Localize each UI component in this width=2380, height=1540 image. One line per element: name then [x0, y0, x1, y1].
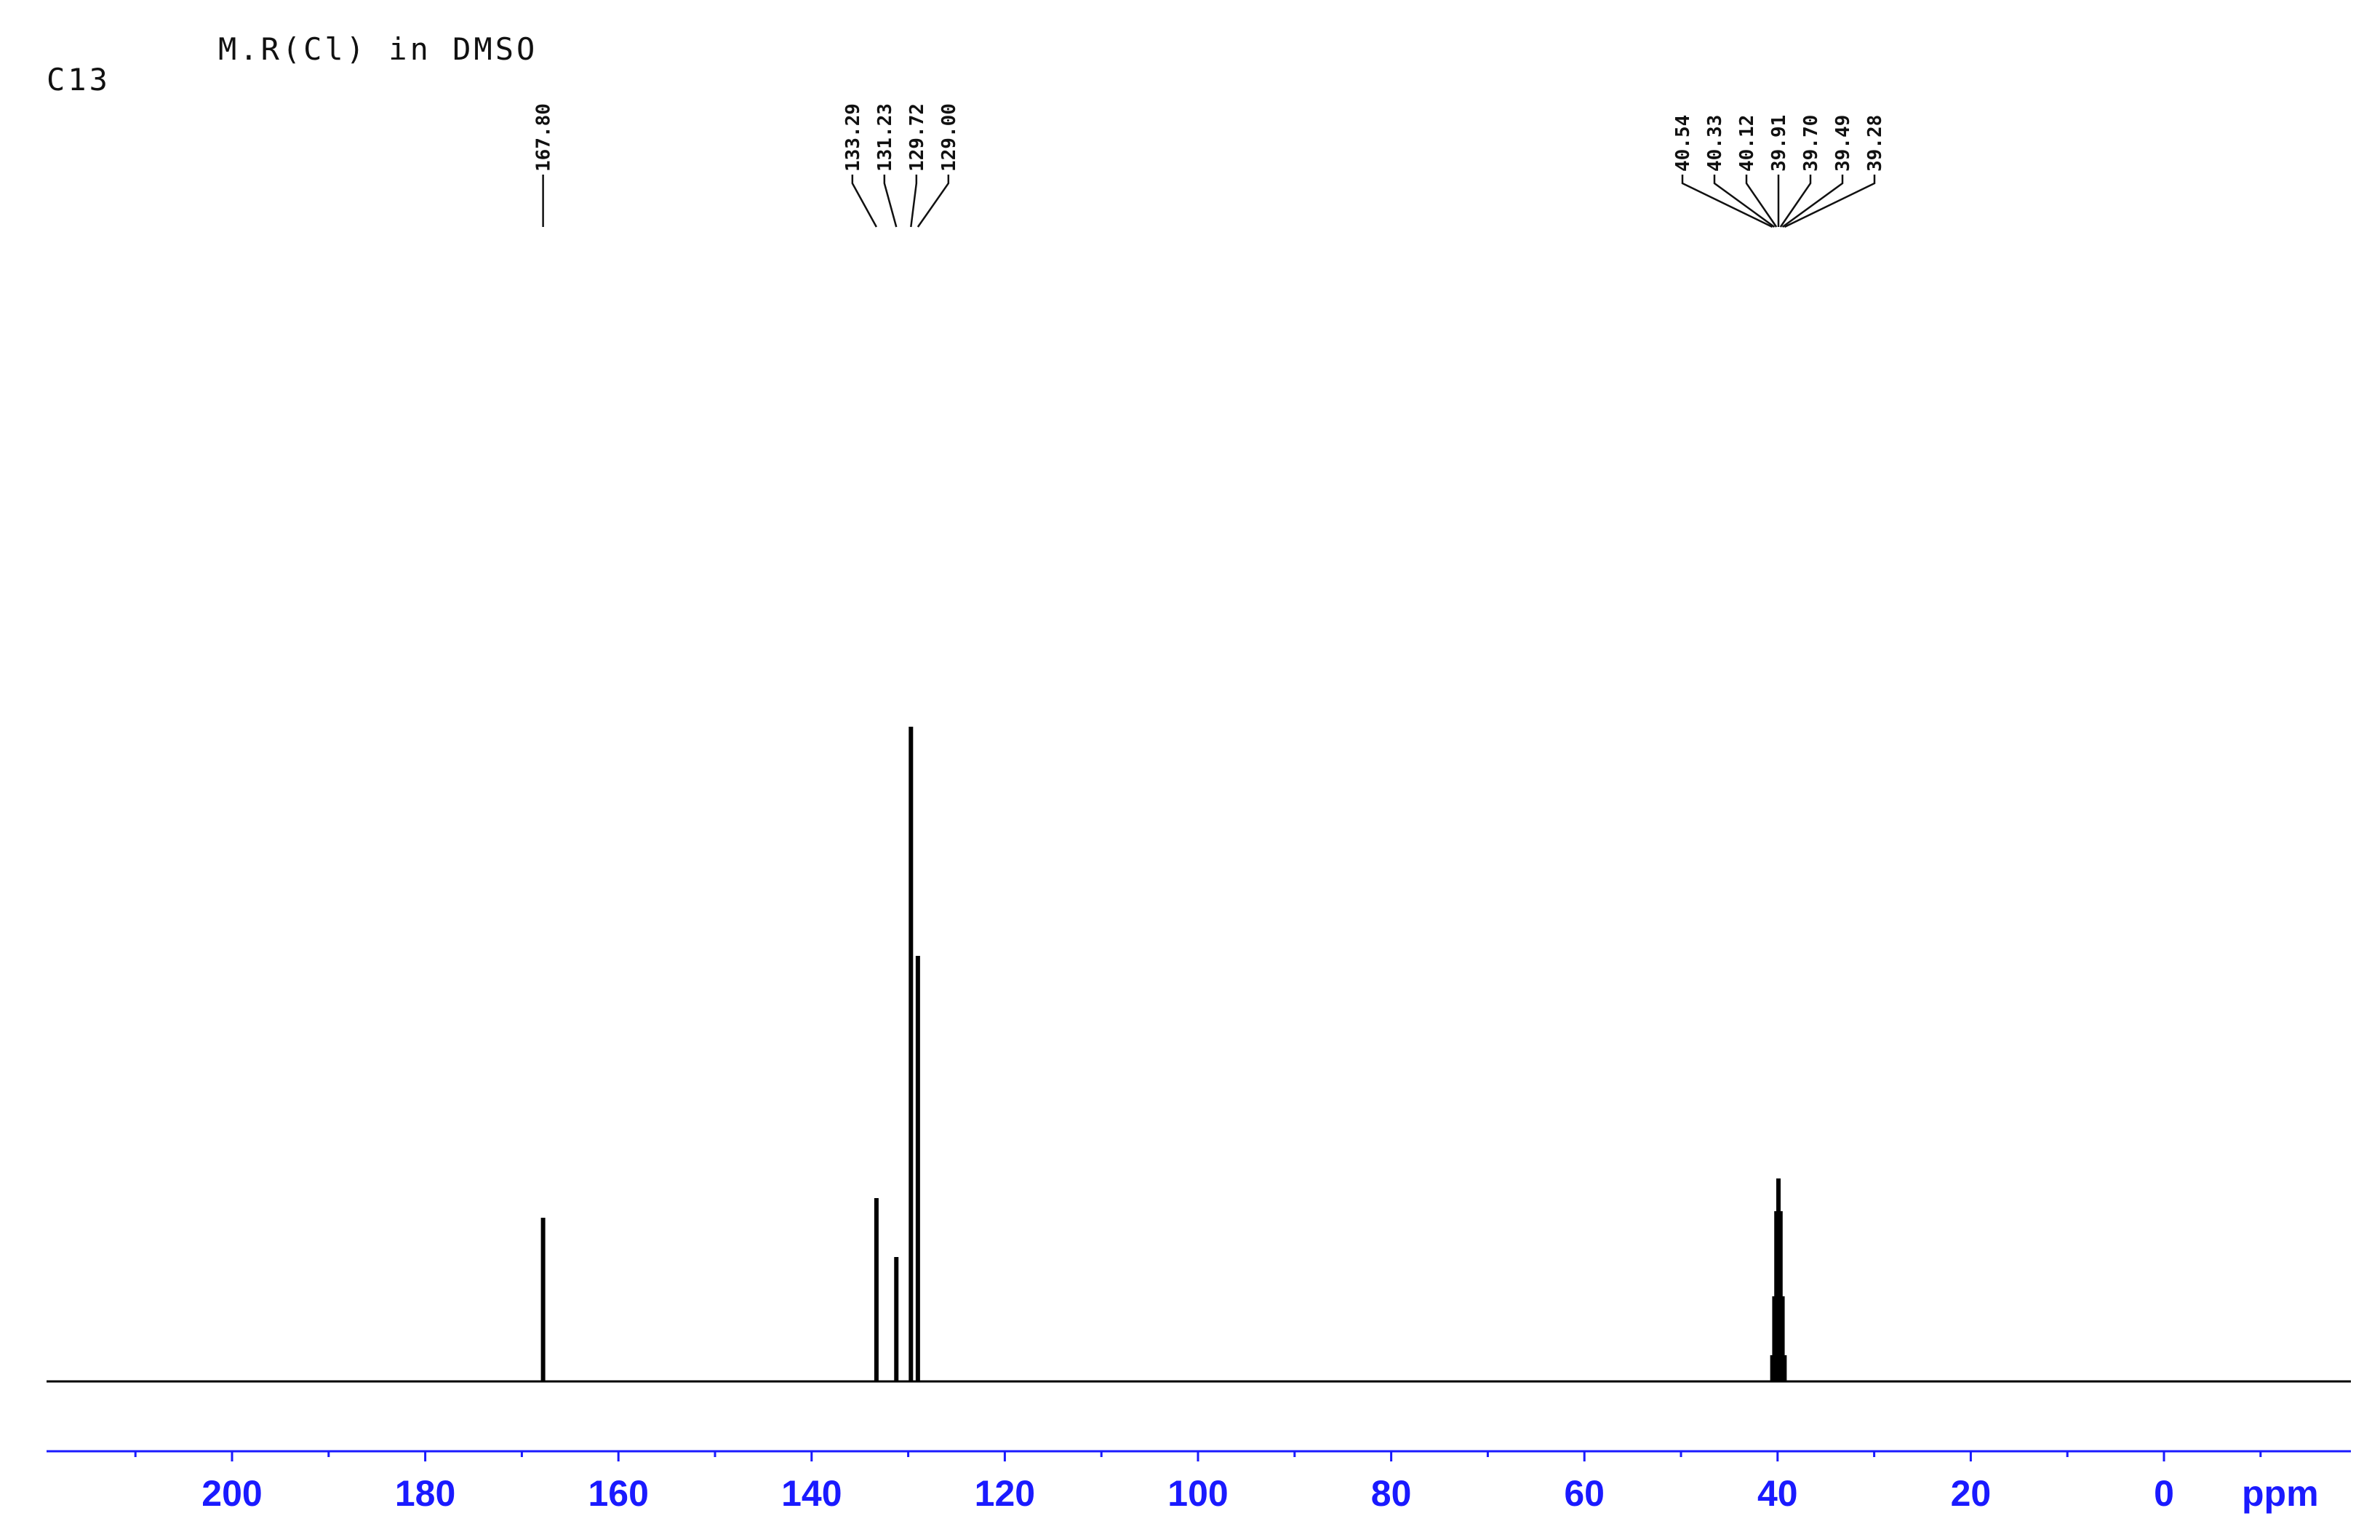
peak-label-133.29: 133.29 [842, 103, 864, 172]
peak-leader-133.29 [851, 175, 878, 228]
x-tick-label-140: 140 [781, 1473, 842, 1514]
peak-leader-40.54 [1681, 175, 1773, 228]
x-tick-label-20: 20 [1951, 1473, 1992, 1514]
x-tick-label-0: 0 [2154, 1473, 2174, 1514]
peak-label-167.80: 167.80 [533, 103, 555, 172]
peak-label-131.23: 131.23 [874, 103, 896, 172]
peak-label-40.54: 40.54 [1672, 115, 1694, 172]
peak-label-40.33: 40.33 [1704, 115, 1726, 172]
x-tick-label-180: 180 [395, 1473, 455, 1514]
x-tick-label-100: 100 [1167, 1473, 1228, 1514]
peak-leader-39.49 [1781, 175, 1844, 228]
peak-label-40.12: 40.12 [1736, 115, 1758, 172]
peak-leader-39.28 [1784, 175, 1876, 228]
x-tick-label-120: 120 [975, 1473, 1035, 1514]
peak-leader-129.00 [917, 175, 950, 228]
peak-label-129.00: 129.00 [938, 103, 960, 172]
x-tick-label-200: 200 [201, 1473, 262, 1514]
chart-title: M.R(Cl) in DMSO [218, 31, 538, 67]
peak-leader-129.72 [910, 175, 918, 228]
peak-label-area: 167.80 133.29 131.23 129.72 129.00 40.54 40.33… [533, 103, 1886, 228]
peak-leader-131.23 [883, 175, 898, 228]
chart-header: M.R(Cl) in DMSO C13 [47, 31, 538, 97]
spectrum-trace [47, 727, 2351, 1383]
x-tick-label-40: 40 [1757, 1473, 1798, 1514]
x-axis: ppm 200 180 160 140 120 100 80 60 40 20 0 [47, 1450, 2351, 1514]
peak-label-39.28: 39.28 [1864, 115, 1886, 172]
peak-label-39.49: 39.49 [1832, 115, 1854, 172]
chart-subtitle: C13 [47, 62, 111, 97]
x-tick-label-80: 80 [1371, 1473, 1412, 1514]
peak-label-129.72: 129.72 [906, 103, 928, 172]
peak-label-39.91: 39.91 [1768, 115, 1790, 172]
x-tick-label-60: 60 [1564, 1473, 1605, 1514]
peak-label-39.70: 39.70 [1800, 115, 1822, 172]
peak-leader-40.33 [1713, 175, 1776, 228]
peak-leader-40.12 [1745, 175, 1778, 228]
x-tick-label-160: 160 [588, 1473, 648, 1514]
x-axis-unit-label: ppm [2242, 1473, 2319, 1514]
peak-leader-39.70 [1779, 175, 1812, 228]
